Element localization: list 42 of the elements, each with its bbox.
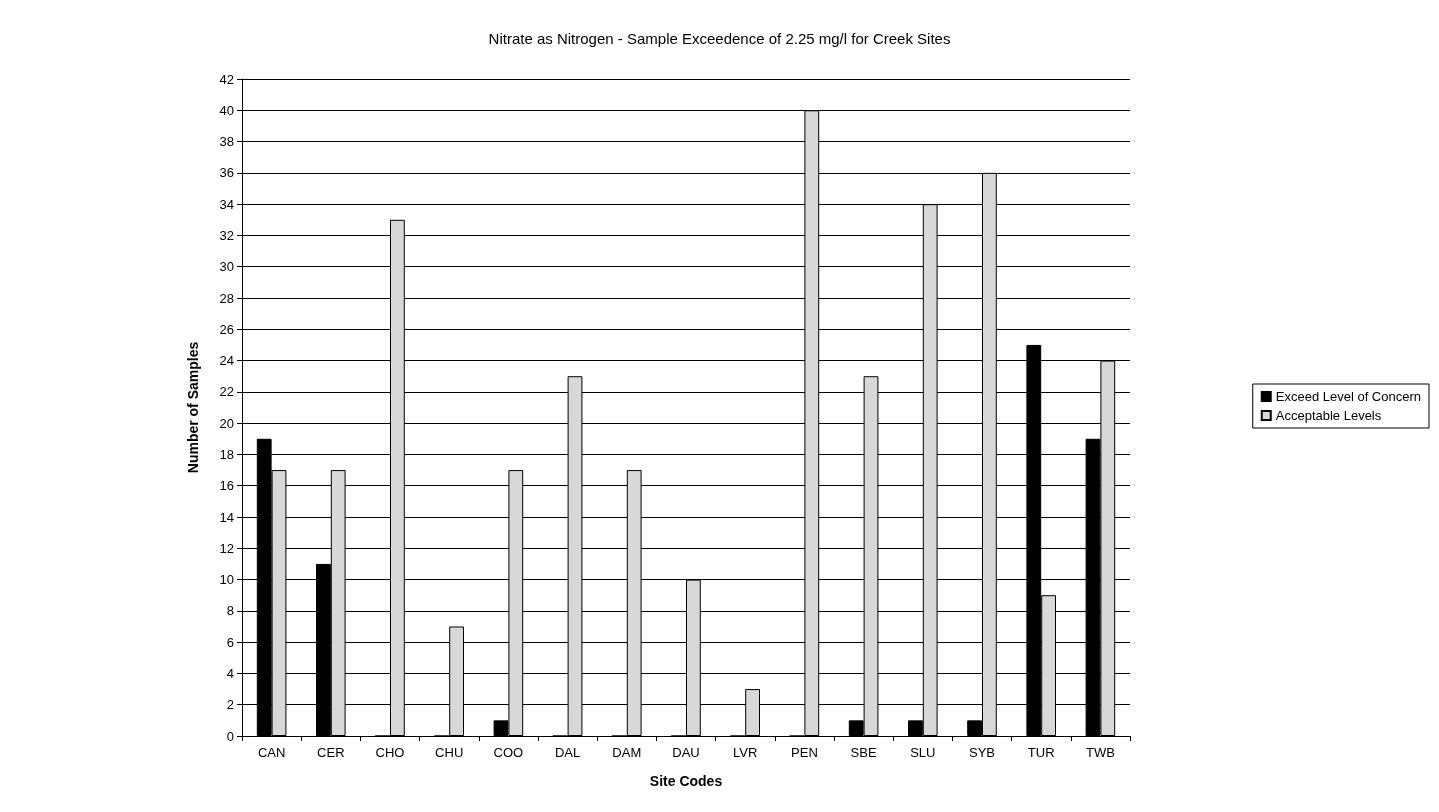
chart-title: Nitrate as Nitrogen - Sample Exceedence of 2.25 mg/l for Creek Sites — [488, 30, 951, 47]
y-tick-label: 30 — [219, 259, 234, 275]
y-tick-label: 28 — [219, 290, 234, 306]
x-tick-label: PEN — [791, 745, 818, 760]
x-tick-label: CER — [317, 745, 345, 760]
legend-label: Acceptable Levels — [1275, 408, 1382, 423]
x-tick-label: TUR — [1027, 745, 1055, 760]
y-tick-label: 2 — [226, 697, 234, 713]
y-tick-label: 10 — [219, 572, 234, 588]
x-tick-label: SYB — [968, 745, 996, 760]
y-tick-label: 4 — [226, 665, 234, 681]
x-tick-label: LVR — [733, 745, 758, 760]
legend-label: Exceed Level of Concern — [1275, 389, 1422, 404]
y-tick-label: 26 — [219, 321, 234, 337]
y-tick-label: 34 — [219, 196, 234, 212]
y-tick-label: 40 — [219, 102, 234, 118]
y-tick-label: 6 — [226, 634, 234, 650]
x-tick-label: DAU — [672, 745, 700, 760]
x-tick-label: COO — [493, 745, 524, 760]
x-tick-label: CAN — [257, 745, 286, 760]
x-tick-label: SLU — [910, 745, 936, 760]
y-tick-label: 24 — [219, 353, 234, 369]
x-tick-label: CHO — [375, 745, 405, 760]
y-tick-label: 32 — [219, 227, 234, 243]
y-tick-label: 0 — [226, 728, 234, 744]
y-tick-label: 36 — [219, 165, 234, 181]
y-tick-label: 16 — [219, 478, 234, 494]
y-tick-label: 20 — [219, 415, 234, 431]
y-tick-label: 22 — [219, 384, 234, 400]
x-tick-label: SBE — [850, 745, 877, 760]
x-tick-label: DAL — [554, 745, 581, 760]
x-axis-title: Site Codes — [649, 773, 723, 789]
y-tick-label: 42 — [219, 71, 234, 87]
y-tick-label: 14 — [219, 509, 234, 525]
y-tick-label: 8 — [226, 603, 234, 619]
x-tick-label: TWB — [1085, 745, 1115, 760]
x-tick-label: DAM — [612, 745, 642, 760]
y-axis-title: Number of Samples — [185, 341, 201, 474]
x-tick-label: CHU — [435, 745, 464, 760]
y-tick-label: 12 — [219, 540, 234, 556]
y-tick-label: 38 — [219, 134, 234, 150]
y-tick-label: 18 — [219, 446, 234, 462]
